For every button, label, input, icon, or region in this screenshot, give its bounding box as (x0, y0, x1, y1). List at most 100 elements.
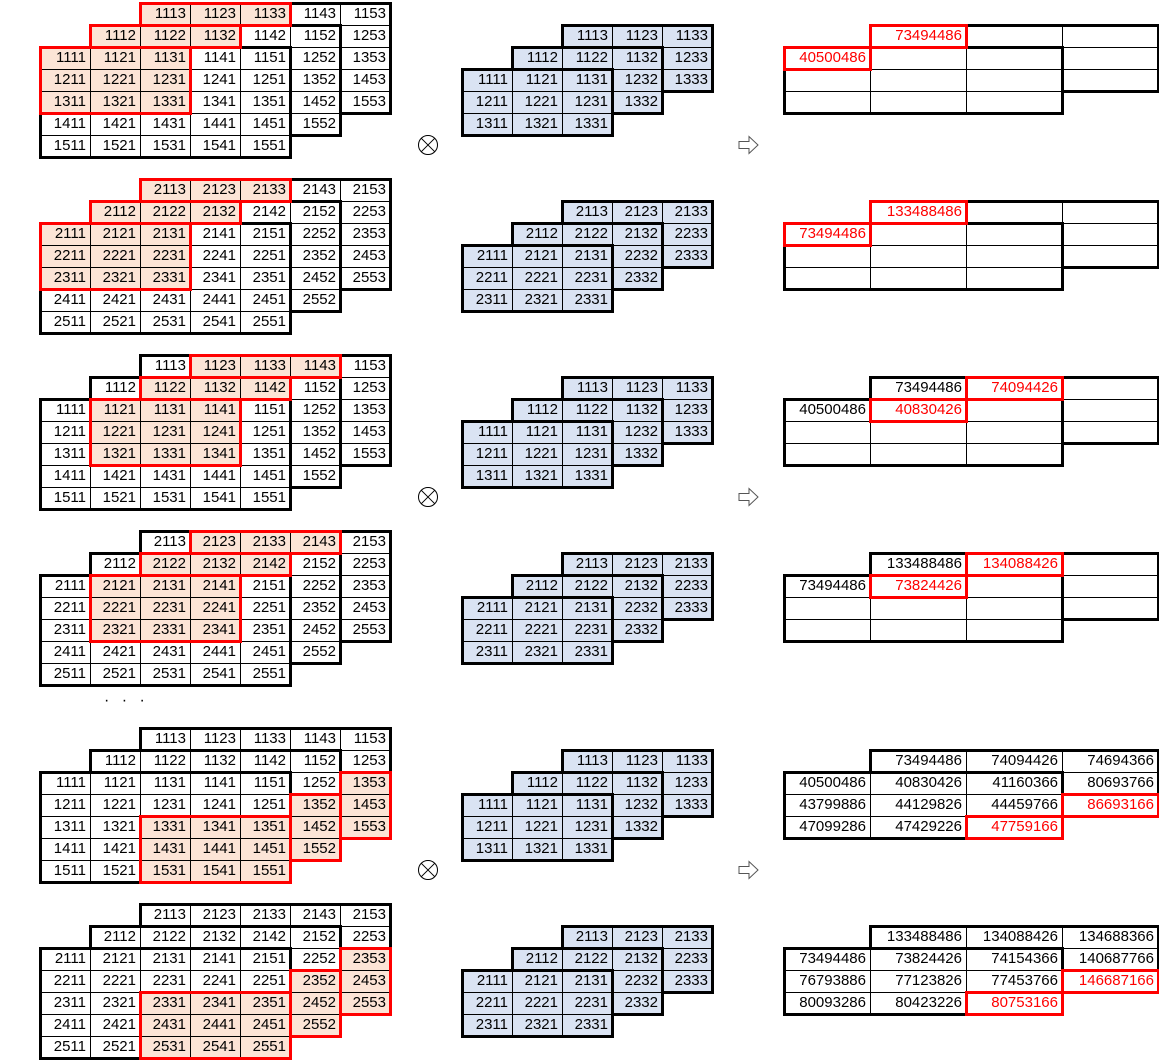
input-tensor-cell: 2311 (40, 619, 91, 642)
input-tensor-cell: 2253 (340, 201, 391, 224)
input-tensor-cell: 1453 (340, 794, 391, 817)
kernel-tensor-layer-edge (611, 1013, 614, 1038)
input-tensor-cell: 1142 (240, 750, 291, 773)
input-tensor-highlight-edge (339, 1013, 392, 1016)
input-tensor-layer-edge (139, 903, 192, 906)
ellipsis: · · · (104, 692, 149, 709)
input-tensor-layer-edge (189, 332, 242, 335)
kernel-tensor-layer-edge (561, 749, 614, 752)
input-tensor-layer-edge (89, 376, 142, 379)
input-tensor-cell: 1113 (140, 3, 191, 26)
input-tensor-cell: 1211 (40, 421, 91, 444)
kernel-tensor-layer-edge (711, 420, 714, 445)
input-tensor-cell: 2353 (340, 948, 391, 971)
kernel-tensor-layer-edge (561, 969, 614, 972)
output-tensor-layer-edge (869, 925, 872, 950)
input-tensor-layer-edge (339, 68, 342, 93)
kernel-tensor-cell: 1132 (612, 772, 663, 795)
kernel-tensor-layer-edge (611, 112, 614, 137)
input-tensor-cell: 1132 (190, 377, 241, 400)
input-tensor-cell: 2141 (190, 575, 241, 598)
output-tensor-layer-edge (1061, 596, 1064, 621)
input-tensor-highlight-edge (239, 991, 292, 994)
input-tensor-highlight-edge (39, 46, 92, 49)
input-tensor-layer-edge (339, 640, 392, 643)
input-tensor-cell: 2121 (90, 948, 141, 971)
input-tensor-highlight-edge (289, 793, 292, 818)
input-tensor-highlight-edge (89, 574, 92, 599)
input-tensor-cell: 2531 (140, 311, 191, 334)
input-tensor-cell: 2331 (140, 992, 191, 1015)
kernel-tensor-layer-edge (461, 596, 514, 599)
input-tensor-cell: 1111 (40, 399, 91, 422)
kernel-tensor-layer-edge (561, 574, 614, 577)
output-tensor-cell: 40500486 (784, 47, 871, 70)
output-tensor-layer-edge (1157, 925, 1159, 950)
kernel-tensor-cell: 2111 (462, 245, 513, 268)
input-tensor-cell: 2452 (290, 267, 341, 290)
kernel-tensor-layer-edge (461, 859, 514, 862)
input-tensor-cell: 2431 (140, 641, 191, 664)
kernel-tensor-cell: 2122 (562, 948, 613, 971)
output-tensor-cell: 80423226 (870, 992, 967, 1015)
output-tensor-layer-edge (1061, 244, 1064, 269)
output-tensor-cell (1062, 201, 1159, 224)
input-tensor-layer-edge (289, 244, 292, 269)
input-tensor-layer-edge (389, 398, 392, 423)
input-tensor-cell: 1452 (290, 816, 341, 839)
kernel-tensor-cell: 2121 (512, 245, 563, 268)
input-tensor-cell: 2131 (140, 948, 191, 971)
input-tensor-cell: 2132 (190, 926, 241, 949)
input-tensor-cell: 2431 (140, 289, 191, 312)
output-tensor-layer-edge (965, 925, 1064, 928)
output-tensor-cell (966, 201, 1063, 224)
kernel-tensor-layer-edge (661, 793, 664, 818)
input-tensor-cell: 2231 (140, 597, 191, 620)
input-tensor-cell: 1141 (190, 399, 241, 422)
input-tensor-layer-edge (289, 178, 342, 181)
output-tensor-cell (966, 69, 1063, 92)
output-tensor-cell (784, 91, 871, 114)
input-tensor-highlight-edge (289, 354, 342, 357)
input-tensor-cell: 2221 (90, 597, 141, 620)
input-tensor-cell: 1552 (290, 113, 341, 136)
kernel-tensor-layer-edge (611, 288, 614, 313)
input-tensor-highlight-edge (289, 552, 292, 577)
input-tensor-cell: 2553 (340, 992, 391, 1015)
output-tensor-layer-edge (869, 640, 968, 643)
output-tensor-cell (1062, 377, 1159, 400)
kernel-tensor-cell: 2133 (662, 553, 713, 576)
kernel-tensor-layer-edge (661, 68, 664, 93)
output-tensor-cell (966, 597, 1063, 620)
output-tensor-layer-edge (783, 68, 786, 93)
output-tensor-layer-edge (1157, 24, 1159, 49)
output-tensor-highlight-edge (869, 200, 968, 203)
input-tensor-highlight-edge (89, 596, 92, 621)
output-tensor-highlight-edge (783, 68, 872, 71)
kernel-tensor-layer-edge (661, 398, 664, 423)
input-tensor-cell: 2331 (140, 267, 191, 290)
input-tensor-highlight-edge (139, 991, 192, 994)
kernel-tensor-layer-edge (661, 925, 714, 928)
output-tensor-layer-edge (965, 288, 1064, 291)
input-tensor-highlight-edge (239, 596, 242, 621)
input-tensor-cell: 2123 (190, 531, 241, 554)
output-tensor-cell (966, 575, 1063, 598)
kernel-tensor-layer-edge (511, 68, 564, 71)
input-tensor-cell: 1352 (290, 794, 341, 817)
kernel-tensor-layer-edge (511, 244, 564, 247)
input-tensor-highlight-edge (39, 244, 42, 269)
output-tensor-cell (1062, 421, 1159, 444)
input-tensor-layer-edge (139, 530, 192, 533)
input-tensor-highlight-edge (139, 1035, 142, 1060)
kernel-tensor-layer-edge (711, 925, 714, 950)
input-tensor-cell: 1511 (40, 487, 91, 510)
kernel-tensor-cell: 1333 (662, 69, 713, 92)
input-tensor-highlight-edge (139, 815, 142, 840)
kernel-tensor-layer-edge (461, 266, 464, 291)
kernel-tensor-layer-edge (611, 90, 614, 115)
input-tensor-cell: 1431 (140, 838, 191, 861)
output-tensor-highlight-edge (965, 574, 1064, 577)
kernel-tensor-cell: 2211 (462, 267, 513, 290)
input-tensor-layer-edge (339, 376, 342, 401)
